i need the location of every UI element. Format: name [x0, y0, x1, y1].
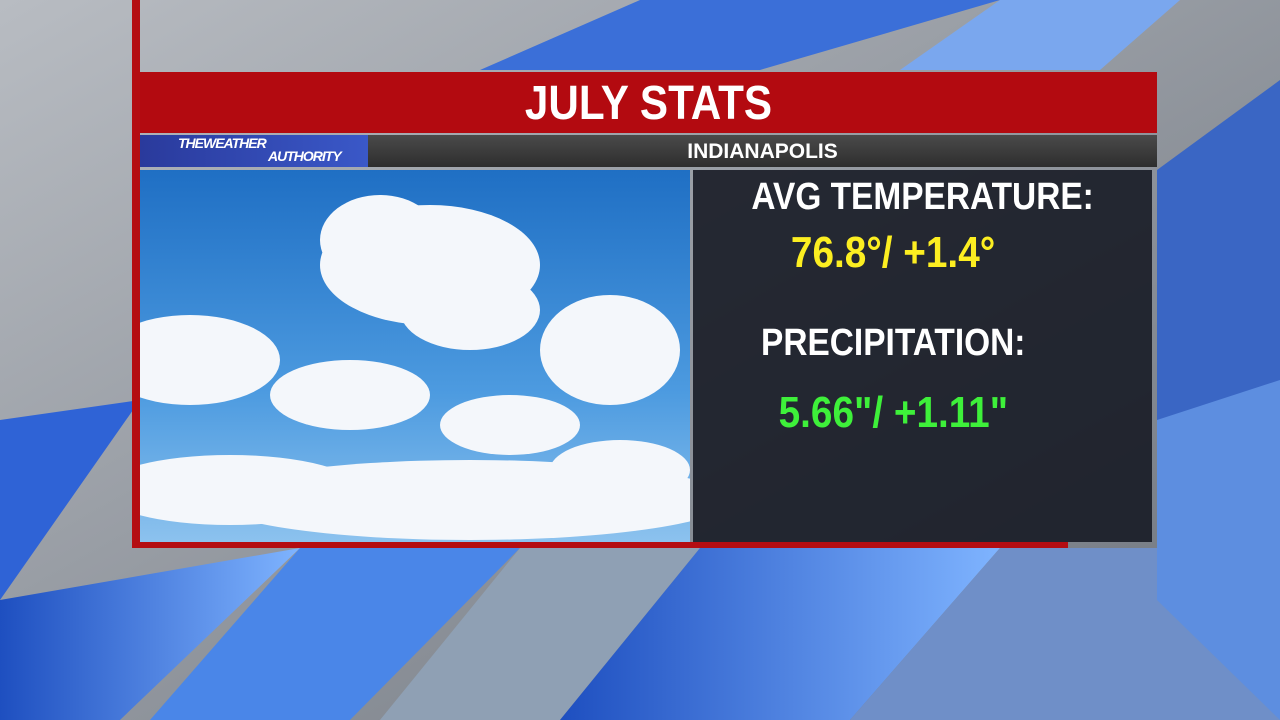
- stat-value: 5.66"/ +1.11": [693, 388, 1093, 438]
- brand-line: AUTHORITY: [268, 148, 342, 164]
- stat-label: AVG TEMPERATURE:: [693, 176, 1152, 219]
- brand-line: THEWEATHER: [178, 135, 267, 151]
- frame: [132, 542, 1068, 548]
- label-text: PRECIPITATION:: [760, 322, 1026, 364]
- brand-logo: THEWEATHER AUTHORITY: [140, 135, 368, 167]
- location-bar: INDIANAPOLIS: [368, 135, 1157, 167]
- title-bar: JULY STATS: [140, 72, 1157, 133]
- frame: [132, 0, 140, 548]
- title: JULY STATS: [524, 77, 773, 130]
- stat-label: PRECIPITATION:: [693, 322, 1093, 365]
- value-text: 5.66"/ +1.11": [778, 388, 1008, 437]
- label-text: AVG TEMPERATURE:: [751, 176, 1094, 218]
- stats-panel: [693, 170, 1152, 542]
- stat-value: 76.8°/ +1.4°: [693, 228, 1093, 278]
- value-text: 76.8°/ +1.4°: [790, 228, 996, 277]
- location: INDIANAPOLIS: [687, 140, 838, 163]
- sky-image: [140, 170, 690, 542]
